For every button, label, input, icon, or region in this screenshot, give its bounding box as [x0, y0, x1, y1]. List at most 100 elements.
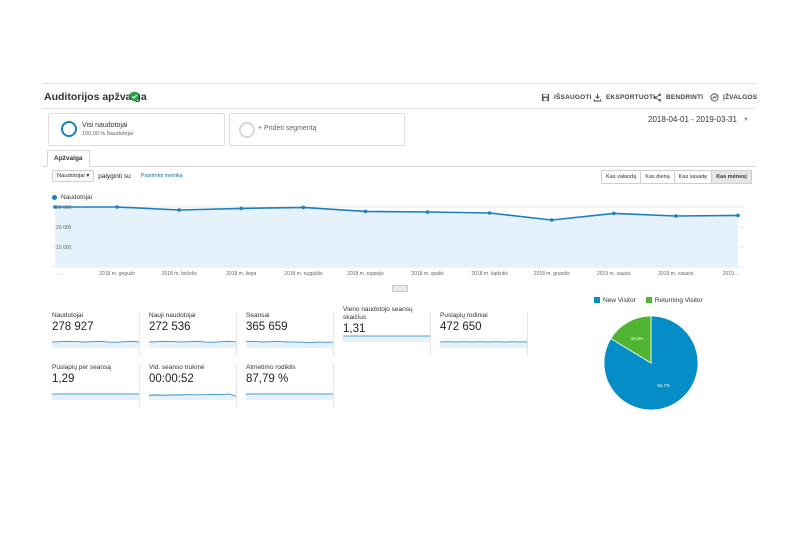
metric-label: Nauji naudotojai — [149, 312, 196, 319]
chart-legend: Naudotojai — [52, 194, 92, 201]
audience-overview-panel: Auditorijos apžvalga IŠSAUGOTI EKSPORTUO… — [42, 83, 757, 420]
metric-sparkline — [52, 393, 140, 400]
data-point[interactable] — [301, 205, 306, 210]
pie-slice-returning-visitor[interactable] — [610, 315, 652, 364]
download-icon — [593, 93, 602, 102]
metric-label: Puslapių per seansą — [52, 364, 111, 371]
chart-controls: Naudotojai ▾ palyginti su Pasirinkti met… — [52, 168, 183, 184]
x-tick-label: 2018 m. gruodis — [534, 271, 570, 277]
metric-separator — [430, 312, 431, 356]
sparkline-line — [149, 340, 237, 343]
metric-label: Vid. seanso trukmė — [149, 364, 205, 371]
collapse-handle[interactable] — [392, 285, 408, 292]
share-label: BENDRINTI — [666, 93, 704, 101]
sparkline-fill — [246, 341, 334, 348]
data-point[interactable] — [177, 208, 181, 212]
sparkline-line — [246, 341, 334, 344]
metric-value: 472 650 — [440, 321, 482, 333]
pie-legend: New Visitor Returning Visitor — [594, 297, 703, 304]
sparkline-fill — [246, 394, 334, 400]
share-icon — [653, 93, 662, 101]
metric-separator — [236, 312, 237, 356]
data-point[interactable] — [549, 218, 554, 222]
data-point[interactable] — [115, 205, 119, 209]
metric-label: Vieno naudotojo seansų skaičius — [343, 306, 413, 321]
data-point[interactable] — [612, 211, 616, 216]
metric-label: Seansai — [246, 312, 270, 319]
data-point[interactable] — [363, 209, 368, 214]
metric-value: 1,29 — [52, 373, 75, 385]
legend-swatch-returning — [645, 297, 652, 304]
metric-select-value: Naudotojai — [57, 173, 85, 179]
metric-value: 1,31 — [343, 323, 366, 335]
data-point[interactable] — [487, 211, 492, 215]
tab-overview[interactable]: Apžvalga — [47, 150, 90, 167]
verified-shield-icon — [129, 91, 140, 102]
export-button[interactable]: EKSPORTUOTI — [593, 91, 655, 103]
sparkline-line — [52, 340, 140, 343]
metric-sparkline — [440, 341, 528, 348]
metric-card[interactable]: Nauji naudotojai 272 536 — [149, 312, 237, 358]
metric-separator — [236, 364, 237, 408]
save-label: IŠSAUGOTI — [554, 93, 592, 101]
x-tick-label: 2018 m. rugsėjis — [347, 271, 384, 277]
data-point[interactable] — [674, 214, 678, 218]
sparkline-fill — [149, 394, 237, 400]
metric-sparkline — [149, 340, 237, 348]
x-tick-label: 2019 m. sausis — [597, 271, 631, 277]
metric-card[interactable]: Naudotojai 278 927 — [52, 312, 140, 358]
granularity-daily[interactable]: Kas dieną — [640, 170, 675, 184]
users-line-chart: 30 000 20 000 10 000... 2018 m. gegužė 2018 … — [52, 205, 744, 277]
empty-segment-ring-icon — [239, 122, 255, 138]
x-tick-label: 2019 m. vasaris — [658, 271, 694, 277]
date-range-picker[interactable]: 2018-04-01 - 2019-03-31 ▼ — [648, 115, 749, 124]
metric-value: 00:00:52 — [149, 373, 194, 385]
pie-slice-label: 83,7% — [657, 383, 670, 388]
data-point[interactable] — [736, 213, 740, 218]
page-title: Auditorijos apžvalga — [44, 91, 147, 103]
granularity-hourly[interactable]: Kas valandą — [601, 170, 642, 184]
metric-sparkline — [149, 393, 237, 400]
pick-metric-link[interactable]: Pasirinkti metriką — [140, 173, 183, 179]
segment-ring-icon — [61, 121, 77, 137]
metric-card[interactable]: Vieno naudotojo seansų skaičius 1,31 — [343, 306, 431, 358]
sparkline-fill — [440, 341, 528, 348]
legend-returning-label: Returning Visitor — [654, 297, 703, 304]
add-segment-label: + Pridėti segmentą — [258, 125, 317, 132]
metric-card[interactable]: Puslapių rodiniai 472 650 — [440, 312, 528, 358]
legend-returning-visitor: Returning Visitor — [645, 297, 703, 304]
granularity-monthly[interactable]: Kas mėnesį — [711, 170, 752, 184]
metric-sparkline — [246, 393, 334, 400]
metric-sparkline — [52, 340, 140, 348]
insights-button[interactable]: ĮŽVALGOS — [710, 91, 757, 103]
date-range-text: 2018-04-01 - 2019-03-31 — [648, 115, 737, 124]
sparkline-fill — [52, 341, 140, 348]
metric-card[interactable]: Vid. seanso trukmė 00:00:52 — [149, 364, 237, 410]
data-point[interactable] — [425, 210, 430, 214]
share-button[interactable]: BENDRINTI — [653, 91, 703, 103]
x-tick-label: ... — [57, 271, 61, 277]
metric-card[interactable]: Atmetimo rodiklis 87,79 % — [246, 364, 334, 410]
add-segment-button[interactable]: + Pridėti segmentą — [229, 113, 405, 146]
tab-bar: Apžvalga — [42, 148, 756, 167]
export-label: EKSPORTUOTI — [606, 93, 656, 101]
metric-card[interactable]: Seansai 365 659 — [246, 312, 334, 358]
data-point[interactable] — [239, 206, 244, 211]
pie-slice-label: 16,3% — [631, 336, 644, 341]
save-button[interactable]: IŠSAUGOTI — [541, 91, 592, 103]
y-tick-label: 20 000 — [56, 225, 72, 231]
x-tick-label: 2018 m. lapkritis — [471, 271, 508, 277]
granularity-weekly[interactable]: Kas savaitę — [673, 170, 713, 184]
y-tick-label: 10 000 — [56, 245, 72, 251]
legend-new-label: New Visitor — [603, 297, 636, 304]
metric-label: Puslapių rodiniai — [440, 312, 488, 319]
data-point[interactable] — [53, 205, 57, 209]
metric-separator — [333, 364, 334, 408]
segment-all-users[interactable]: Visi naudotojai 100,00 % Naudotojai — [48, 113, 225, 146]
metric-separator — [333, 312, 334, 356]
metric-separator — [139, 364, 140, 408]
x-tick-label: 2019... — [723, 271, 738, 277]
metric-select[interactable]: Naudotojai ▾ — [52, 170, 95, 182]
chevron-down-icon: ▼ — [742, 116, 749, 123]
metric-card[interactable]: Puslapių per seansą 1,29 — [52, 364, 140, 410]
